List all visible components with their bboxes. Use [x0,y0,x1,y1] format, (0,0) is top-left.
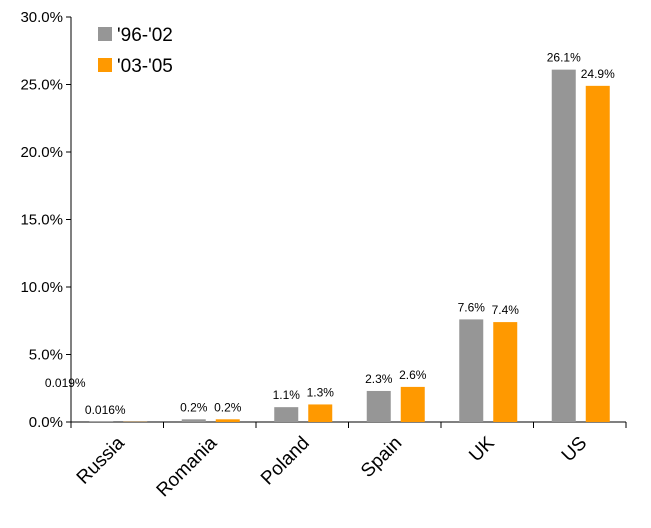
bar-spain-1 [400,386,425,422]
y-tick-label: 20.0% [20,144,63,161]
bar-us-1 [585,85,610,422]
x-tick-label: Russia [73,432,129,488]
bar-uk-1 [493,322,518,422]
data-label: 0.016% [85,403,126,417]
data-label: 0.2% [180,400,208,414]
legend-label: '03-'05 [117,56,173,77]
x-tick-label: UK [465,432,499,466]
legend-swatch [98,27,112,41]
x-tick-label: US [558,433,592,467]
data-label: 0.2% [214,400,242,414]
x-tick-label: Romania [153,432,222,501]
data-label: 1.3% [307,385,335,399]
x-tick-label: Poland [257,433,314,490]
bar-poland-1 [308,404,333,422]
y-tick-label: 10.0% [20,279,63,296]
bar-uk-0 [459,319,484,422]
bar-romania-0 [181,419,206,422]
x-tick-label: Spain [357,433,406,482]
data-label: 1.1% [273,388,301,402]
data-label: 26.1% [547,51,581,65]
y-tick-label: 25.0% [20,77,63,94]
bar-romania-1 [215,419,240,422]
y-tick-label: 30.0% [20,9,63,26]
y-tick-label: 0.0% [29,414,63,431]
y-tick-label: 5.0% [29,347,63,364]
bar-spain-0 [366,390,391,422]
data-label: 7.4% [492,303,520,317]
data-label: 2.3% [365,372,393,386]
bar-us-0 [551,69,576,423]
data-label: 2.6% [399,368,427,382]
data-label: 24.9% [581,67,615,81]
y-tick-label: 15.0% [20,212,63,229]
data-label: 7.6% [458,300,486,314]
legend-label: '96-'02 [117,25,173,46]
data-label: 0.019% [45,376,86,390]
legend-swatch [98,58,112,72]
bar-poland-0 [274,407,299,422]
